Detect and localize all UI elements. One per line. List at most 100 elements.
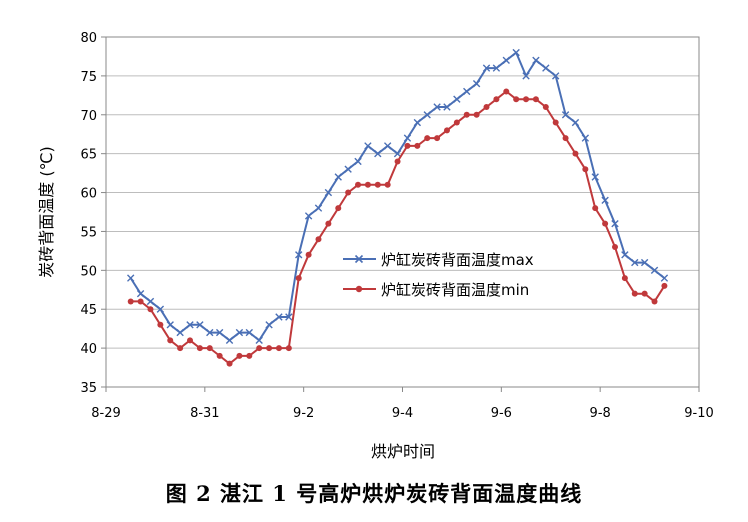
data-point-x bbox=[551, 72, 560, 80]
data-point-x bbox=[601, 196, 609, 205]
data-point-x bbox=[512, 48, 520, 57]
data-point-dot bbox=[167, 337, 174, 344]
data-point-x bbox=[374, 149, 382, 158]
y-axis-title: 炭砖背面温度 (℃) bbox=[37, 146, 56, 278]
data-point-dot bbox=[493, 96, 500, 103]
data-point-dot bbox=[513, 96, 520, 103]
data-point-dot bbox=[523, 96, 530, 103]
data-point-x bbox=[146, 297, 155, 306]
data-point-x bbox=[640, 258, 649, 267]
data-point-x bbox=[383, 142, 392, 150]
data-point-x bbox=[285, 313, 293, 321]
data-point-dot bbox=[177, 345, 184, 352]
data-point-x bbox=[344, 165, 352, 173]
data-point-dot bbox=[374, 181, 381, 188]
legend-item-min: 炉缸炭砖背面温度min bbox=[343, 281, 529, 299]
y-tick-label: 55 bbox=[80, 225, 97, 240]
data-point-dot bbox=[661, 282, 668, 289]
data-point-dot bbox=[473, 111, 480, 118]
data-point-x bbox=[463, 87, 471, 96]
y-tick-label: 50 bbox=[80, 264, 97, 279]
data-point-x bbox=[443, 103, 451, 111]
data-point-x bbox=[136, 289, 145, 298]
legend-marker-max bbox=[354, 254, 364, 264]
x-tick-label: 9-6 bbox=[491, 406, 512, 421]
data-point-dot bbox=[157, 321, 164, 328]
data-point-x bbox=[206, 328, 214, 337]
x-axis-ticks: 8-29 8-31 9-2 9-4 9-6 9-8 9-10 bbox=[91, 387, 714, 421]
data-point-dot bbox=[206, 345, 213, 352]
data-point-dot bbox=[216, 352, 223, 359]
data-point-dot bbox=[463, 111, 470, 118]
data-point-x bbox=[295, 251, 303, 259]
data-point-x bbox=[660, 274, 669, 282]
y-tick-label: 40 bbox=[80, 342, 97, 357]
data-point-x bbox=[631, 258, 639, 267]
data-point-x bbox=[225, 336, 234, 345]
data-point-x bbox=[581, 134, 590, 142]
y-tick-label: 75 bbox=[80, 70, 97, 85]
data-point-dot bbox=[335, 205, 342, 212]
y-tick-label: 80 bbox=[80, 31, 97, 46]
data-point-dot bbox=[503, 88, 510, 95]
data-point-x bbox=[186, 321, 194, 329]
data-point-dot bbox=[582, 166, 589, 173]
x-tick-label: 9-8 bbox=[590, 406, 611, 421]
y-tick-label: 65 bbox=[80, 148, 97, 163]
data-point-dot bbox=[364, 181, 371, 188]
data-point-dot bbox=[315, 236, 322, 243]
data-point-x bbox=[433, 103, 441, 111]
data-point-dot bbox=[424, 135, 431, 142]
data-point-dot bbox=[246, 352, 253, 359]
data-point-dot bbox=[434, 135, 441, 142]
data-point-dot bbox=[394, 158, 401, 165]
data-point-x bbox=[354, 157, 362, 166]
data-point-x bbox=[650, 266, 659, 275]
data-point-dot bbox=[621, 275, 628, 282]
data-point-dot bbox=[325, 220, 332, 227]
data-point-x bbox=[176, 328, 184, 337]
data-point-dot bbox=[196, 345, 203, 352]
data-point-x bbox=[591, 173, 599, 181]
data-point-x bbox=[423, 111, 431, 119]
data-point-x bbox=[393, 149, 402, 158]
data-point-dot bbox=[651, 298, 658, 305]
data-point-dot bbox=[611, 244, 618, 250]
y-tick-label: 45 bbox=[80, 303, 97, 318]
data-point-x bbox=[156, 305, 165, 313]
y-tick-label: 35 bbox=[80, 381, 97, 396]
x-tick-label: 9-10 bbox=[684, 406, 714, 421]
data-point-dot bbox=[414, 142, 421, 149]
series-line bbox=[130, 90, 666, 365]
data-point-x bbox=[334, 173, 342, 181]
data-point-x bbox=[215, 328, 224, 337]
data-point-dot bbox=[285, 345, 292, 352]
data-point-dot bbox=[602, 220, 609, 227]
data-point-x bbox=[324, 188, 333, 197]
data-point-x bbox=[453, 95, 461, 103]
y-tick-label: 60 bbox=[80, 187, 97, 202]
data-point-x bbox=[166, 321, 174, 329]
figure-caption: 图 2 湛江 1 号高炉烘炉炭砖背面温度曲线 bbox=[165, 481, 583, 506]
data-point-x bbox=[492, 64, 501, 72]
data-point-dot bbox=[443, 127, 450, 134]
data-point-x bbox=[542, 64, 550, 72]
data-point-dot bbox=[345, 189, 352, 196]
data-point-x bbox=[235, 328, 244, 337]
data-point-x bbox=[255, 336, 263, 345]
data-point-dot bbox=[592, 205, 599, 212]
data-point-dot bbox=[532, 96, 539, 103]
data-point-dot bbox=[572, 150, 579, 157]
data-point-dot bbox=[147, 306, 154, 313]
legend: 炉缸炭砖背面温度max 炉缸炭砖背面温度min bbox=[343, 251, 534, 299]
data-point-x bbox=[571, 118, 580, 127]
data-point-x bbox=[472, 79, 481, 88]
data-point-x bbox=[561, 111, 570, 119]
data-point-dot bbox=[256, 345, 263, 352]
data-point-dot bbox=[295, 275, 302, 282]
data-point-x bbox=[364, 142, 372, 150]
data-point-dot bbox=[236, 352, 243, 359]
data-point-dot bbox=[226, 360, 233, 367]
data-point-x bbox=[265, 321, 273, 329]
